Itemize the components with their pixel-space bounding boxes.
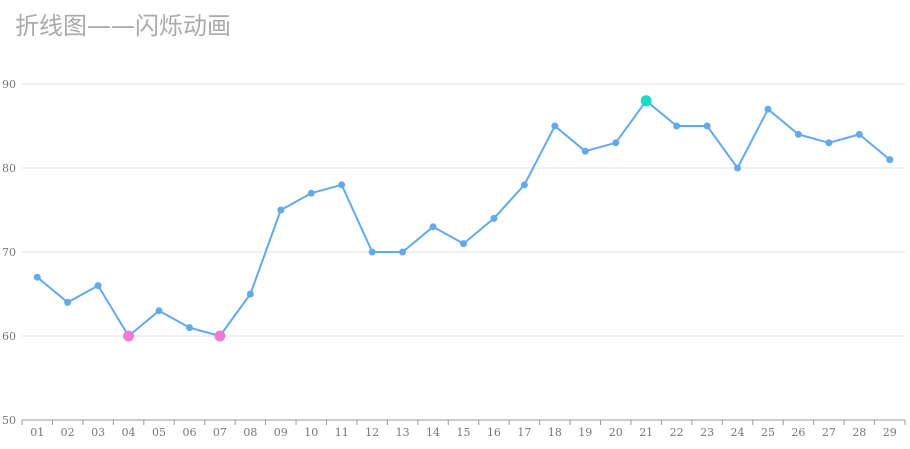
chart-title: 折线图——闪烁动画	[15, 12, 231, 40]
data-point-14	[429, 223, 437, 231]
data-point-08	[246, 290, 254, 298]
x-tick-label-02: 02	[61, 426, 75, 439]
x-tick-label-01: 01	[30, 426, 44, 439]
data-points	[33, 95, 894, 342]
data-point-02	[64, 298, 72, 306]
data-point-25	[764, 105, 772, 113]
grid-lines	[22, 83, 905, 337]
data-point-17	[520, 181, 528, 189]
x-tick-label-11: 11	[335, 426, 349, 439]
x-tick-label-28: 28	[852, 426, 866, 439]
x-tick-label-15: 15	[457, 426, 471, 439]
series-line	[36, 99, 891, 337]
data-point-06	[185, 324, 193, 332]
data-point-10	[307, 189, 315, 197]
x-tick-label-19: 19	[578, 426, 592, 439]
data-point-26	[794, 130, 802, 138]
x-tick-label-04: 04	[122, 426, 136, 439]
x-tick-label-13: 13	[396, 426, 410, 439]
data-point-16	[490, 214, 498, 222]
highlight-point-07	[214, 330, 226, 342]
y-tick-label-90: 90	[2, 78, 16, 91]
data-point-24	[734, 164, 742, 172]
data-point-13	[399, 248, 407, 256]
y-tick-label-60: 60	[2, 330, 16, 343]
data-point-09	[277, 206, 285, 214]
data-point-27	[825, 139, 833, 147]
data-point-01	[33, 273, 41, 281]
x-tick-label-20: 20	[609, 426, 623, 439]
data-point-29	[886, 156, 894, 164]
series-line-0	[36, 99, 891, 337]
data-point-12	[368, 248, 376, 256]
x-tick-label-08: 08	[243, 426, 257, 439]
x-tick-label-17: 17	[517, 426, 531, 439]
x-tick-label-10: 10	[304, 426, 318, 439]
y-tick-label-80: 80	[2, 162, 16, 175]
y-tick-label-70: 70	[2, 246, 16, 259]
x-tick-label-23: 23	[700, 426, 714, 439]
x-tick-label-27: 27	[822, 426, 836, 439]
data-point-28	[855, 130, 863, 138]
x-tick-label-24: 24	[731, 426, 745, 439]
y-tick-label-50: 50	[2, 414, 16, 427]
x-tick-label-07: 07	[213, 426, 227, 439]
highlight-point-04	[123, 330, 135, 342]
x-tick-label-06: 06	[182, 426, 196, 439]
data-point-05	[155, 307, 163, 315]
data-point-20	[612, 139, 620, 147]
x-tick-label-22: 22	[670, 426, 684, 439]
x-axis-tick-labels: 01 02 03 04 05 06 07 08 09 10 11 12 13 14 15 16 17 18 19 20…	[30, 426, 897, 439]
x-tick-label-05: 05	[152, 426, 166, 439]
x-tick-label-03: 03	[91, 426, 105, 439]
x-tick-label-26: 26	[791, 426, 805, 439]
data-point-03	[94, 282, 102, 290]
data-point-22	[673, 122, 681, 130]
x-tick-label-18: 18	[548, 426, 562, 439]
y-axis-tick-labels: 50 60 70 80 90	[2, 78, 16, 427]
x-tick-label-25: 25	[761, 426, 775, 439]
data-point-19	[581, 147, 589, 155]
x-tick-label-09: 09	[274, 426, 288, 439]
x-axis	[21, 419, 906, 425]
highlight-point-21	[640, 95, 652, 107]
x-tick-label-12: 12	[365, 426, 379, 439]
x-tick-label-29: 29	[883, 426, 897, 439]
x-tick-label-14: 14	[426, 426, 440, 439]
data-point-11	[338, 181, 346, 189]
x-tick-label-21: 21	[639, 426, 653, 439]
data-point-15	[460, 240, 467, 248]
data-point-18	[551, 122, 559, 130]
data-point-23	[703, 122, 711, 130]
x-tick-label-16: 16	[487, 426, 501, 439]
